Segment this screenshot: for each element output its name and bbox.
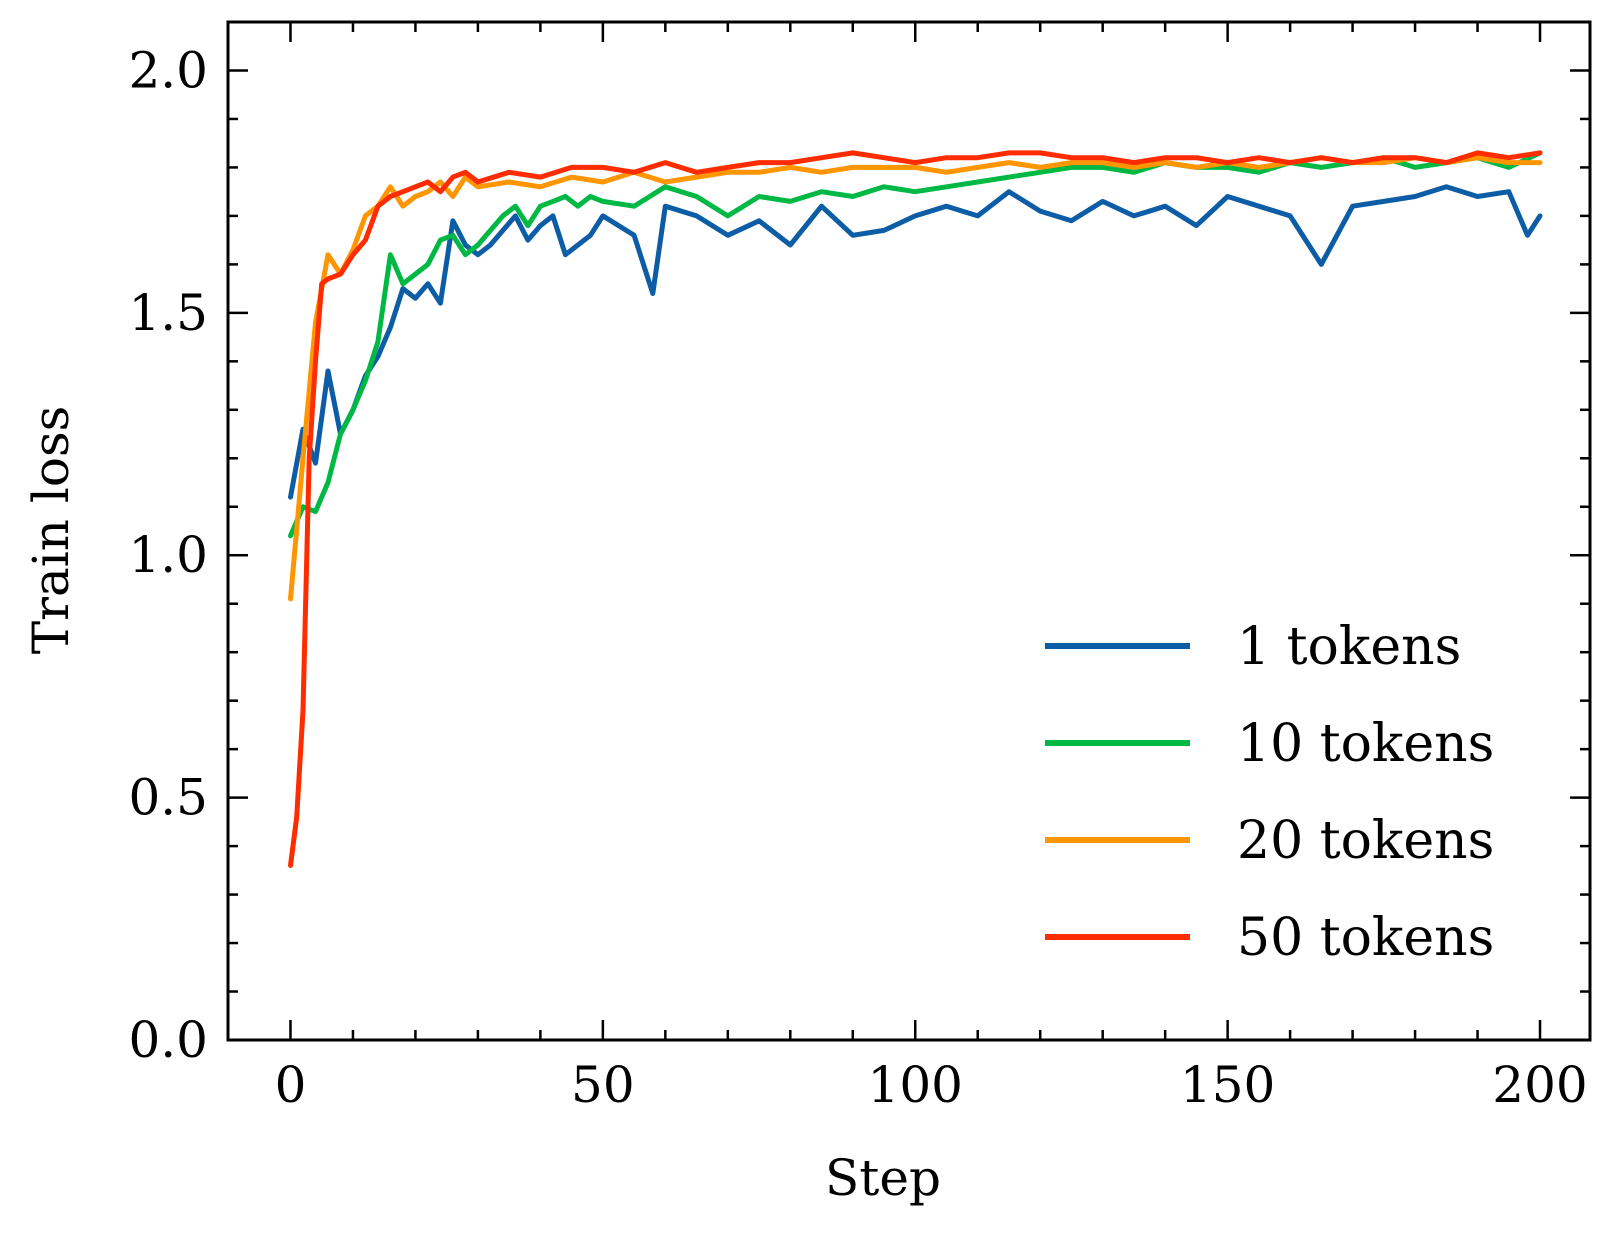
y-tick-label: 0.0: [128, 1011, 208, 1069]
y-tick-label: 1.5: [128, 284, 208, 342]
y-tick-label: 0.5: [128, 769, 208, 827]
legend: 1 tokens 10 tokens 20 tokens 50 tokens: [1045, 617, 1494, 968]
x-axis-title: Step: [825, 1149, 941, 1207]
series-line-2: [288, 150, 1543, 539]
legend-label: 10 tokens: [1237, 714, 1494, 774]
x-tick-label: 0: [275, 1056, 307, 1114]
legend-label: 20 tokens: [1237, 811, 1494, 871]
series-line-4: [288, 150, 1543, 868]
series-line-1: [288, 184, 1543, 500]
legend-label: 1 tokens: [1237, 617, 1461, 677]
x-tick-label: 200: [1492, 1056, 1587, 1114]
x-tick-label: 150: [1180, 1056, 1275, 1114]
x-tick-labels: 0 50 100 150 200: [275, 1056, 1588, 1114]
y-tick-label: 2.0: [128, 41, 208, 99]
legend-label: 50 tokens: [1237, 908, 1494, 968]
series-lines: [288, 150, 1543, 868]
series-line-3: [288, 155, 1543, 602]
y-axis-title: Train loss: [22, 406, 80, 655]
y-tick-labels: 0.0 0.5 1.0 1.5 2.0: [128, 41, 208, 1069]
axis-ticks: [228, 20, 1590, 1042]
x-tick-label: 50: [571, 1056, 635, 1114]
y-tick-label: 1.0: [128, 526, 208, 584]
x-tick-label: 100: [868, 1056, 963, 1114]
plot-frame: [226, 20, 1592, 1042]
